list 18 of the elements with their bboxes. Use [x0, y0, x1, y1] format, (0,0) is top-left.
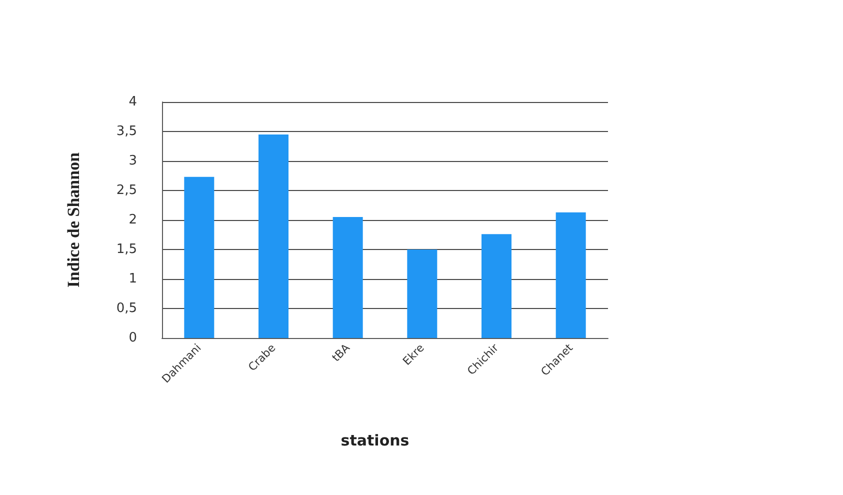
bar	[407, 250, 438, 338]
y-tick-label: 2	[128, 212, 137, 228]
y-tick-label: 0	[128, 330, 137, 346]
x-axis-title: stations	[340, 432, 410, 450]
y-tick-label: 1	[128, 272, 137, 286]
bar	[184, 176, 214, 338]
bar	[556, 212, 586, 338]
y-tick-label: 3	[128, 154, 137, 168]
bar	[258, 134, 288, 338]
y-tick-label: 2,5	[116, 183, 137, 198]
y-tick-label: 0,5	[116, 301, 137, 316]
bar	[332, 217, 363, 338]
y-axis-title: Indice de Shannon	[64, 152, 83, 288]
y-tick-label: 4	[128, 94, 137, 110]
y-tick-label: 3,5	[116, 124, 137, 139]
y-tick-label: 1,5	[116, 242, 137, 257]
x-tick-label: tBA	[330, 341, 353, 364]
bar	[482, 234, 512, 338]
